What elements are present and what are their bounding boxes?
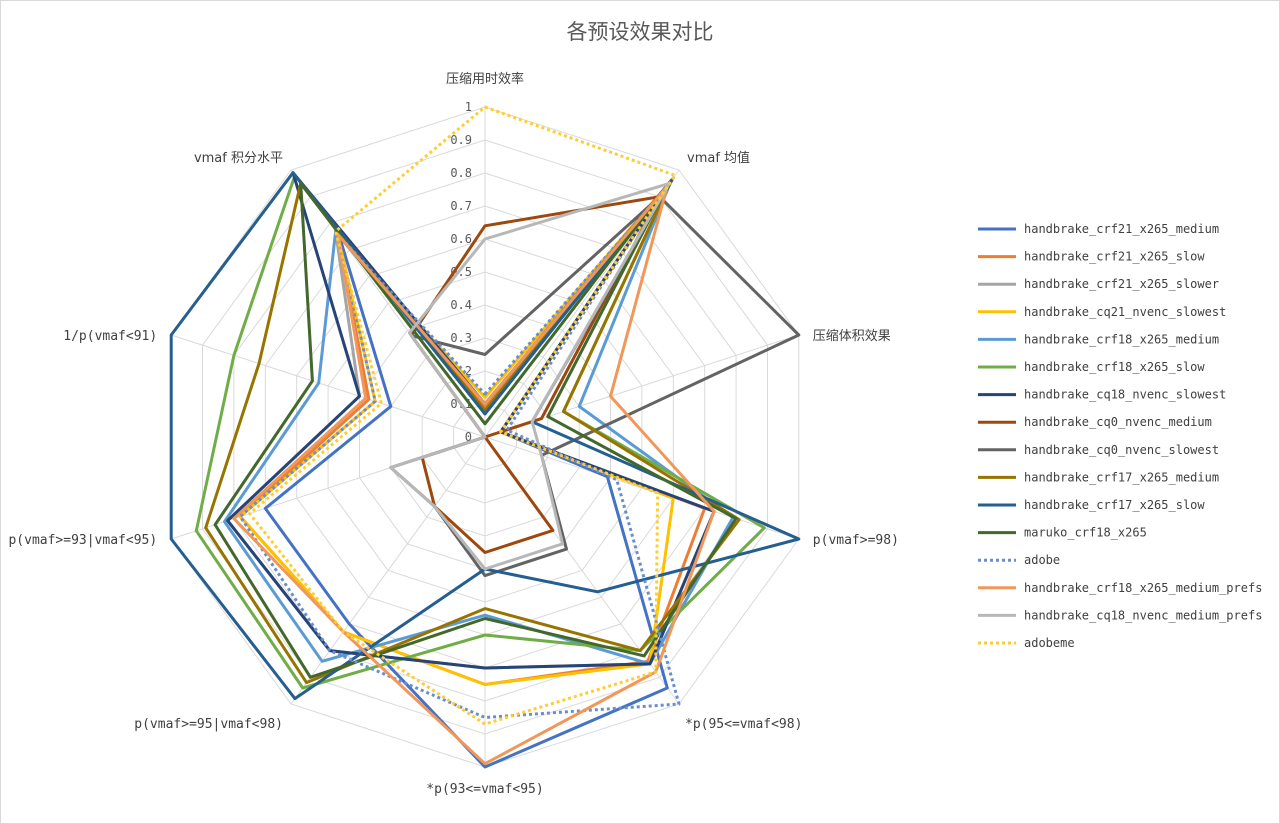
tick-label: 0: [465, 430, 472, 444]
axis-label: *p(95<=vmaf<98): [685, 717, 802, 732]
legend-item[interactable]: handbrake_crf21_x265_slower: [978, 277, 1219, 291]
legend-label: maruko_crf18_x265: [1024, 526, 1147, 540]
radar-series: [169, 105, 801, 769]
tick-label: 0.3: [450, 331, 472, 345]
legend-item[interactable]: handbrake_cq21_nvenc_slowest: [978, 305, 1226, 319]
series-line: [389, 181, 671, 571]
legend-label: handbrake_crf18_x265_medium: [1024, 332, 1219, 346]
legend-label: handbrake_crf18_x265_slow: [1024, 360, 1205, 374]
tick-label: 0.6: [450, 232, 472, 246]
series-line: [226, 171, 716, 670]
legend-item[interactable]: handbrake_crf17_x265_medium: [978, 470, 1219, 484]
axis-label: p(vmaf>=95|vmaf<98): [134, 717, 283, 732]
legend-item[interactable]: adobe: [978, 553, 1060, 567]
series-line: [248, 105, 677, 726]
legend-item[interactable]: handbrake_crf18_x265_slow: [978, 360, 1205, 374]
legend-item[interactable]: handbrake_crf17_x265_slow: [978, 498, 1205, 512]
axis-label: 压缩体积效果: [813, 328, 891, 344]
grid-spoke: [171, 334, 486, 438]
chart-title: 各预设效果对比: [566, 20, 714, 44]
legend-item[interactable]: handbrake_cq18_nvenc_slowest: [978, 388, 1226, 402]
axis-label: 压缩用时效率: [446, 71, 524, 87]
series-line: [223, 179, 735, 666]
legend-item[interactable]: adobeme: [978, 636, 1075, 650]
legend-label: handbrake_cq21_nvenc_slowest: [1024, 305, 1226, 319]
legend-label: handbrake_cq0_nvenc_medium: [1024, 415, 1212, 429]
legend-item[interactable]: handbrake_cq18_nvenc_medium_prefs: [978, 608, 1262, 622]
tick-label: 0.4: [450, 298, 472, 312]
legend-label: adobeme: [1024, 636, 1075, 650]
axis-label: *p(93<=vmaf<95): [426, 782, 543, 797]
axis-label: p(vmaf>=98): [813, 533, 899, 548]
axis-label: vmaf 积分水平: [194, 151, 283, 166]
legend-item[interactable]: handbrake_cq0_nvenc_medium: [978, 415, 1212, 429]
legend-item[interactable]: maruko_crf18_x265: [978, 526, 1147, 540]
axis-label: p(vmaf>=93|vmaf<95): [8, 533, 157, 548]
tick-label: 0.9: [450, 133, 472, 147]
legend-label: handbrake_crf18_x265_medium_prefs: [1024, 581, 1262, 595]
series-line: [232, 184, 716, 766]
legend-label: handbrake_crf21_x265_slow: [1024, 250, 1205, 264]
grid-spoke: [484, 436, 799, 540]
legend-item[interactable]: handbrake_crf21_x265_slow: [978, 250, 1205, 264]
tick-label: 0.8: [450, 166, 472, 180]
legend[interactable]: handbrake_crf21_x265_medium handbrake_crf…: [978, 222, 1262, 650]
legend-label: handbrake_crf21_x265_slower: [1024, 277, 1219, 291]
legend-item[interactable]: handbrake_crf21_x265_medium: [978, 222, 1219, 236]
axis-label: vmaf 均值: [687, 150, 750, 166]
legend-label: adobe: [1024, 553, 1060, 567]
legend-label: handbrake_crf17_x265_medium: [1024, 470, 1219, 484]
legend-label: handbrake_crf17_x265_slow: [1024, 498, 1205, 512]
legend-item[interactable]: handbrake_crf18_x265_medium: [978, 332, 1219, 346]
series-line: [213, 181, 738, 679]
tick-label: 0.7: [450, 199, 472, 213]
legend-item[interactable]: handbrake_cq0_nvenc_slowest: [978, 443, 1219, 457]
legend-label: handbrake_cq0_nvenc_slowest: [1024, 443, 1219, 457]
tick-label: 1: [465, 100, 472, 114]
legend-label: handbrake_crf21_x265_medium: [1024, 222, 1219, 236]
legend-label: handbrake_cq18_nvenc_medium_prefs: [1024, 608, 1262, 622]
legend-item[interactable]: handbrake_crf18_x265_medium_prefs: [978, 581, 1262, 595]
legend-label: handbrake_cq18_nvenc_slowest: [1024, 388, 1226, 402]
series-line: [204, 179, 741, 685]
axis-label: 1/p(vmaf<91): [63, 329, 157, 344]
